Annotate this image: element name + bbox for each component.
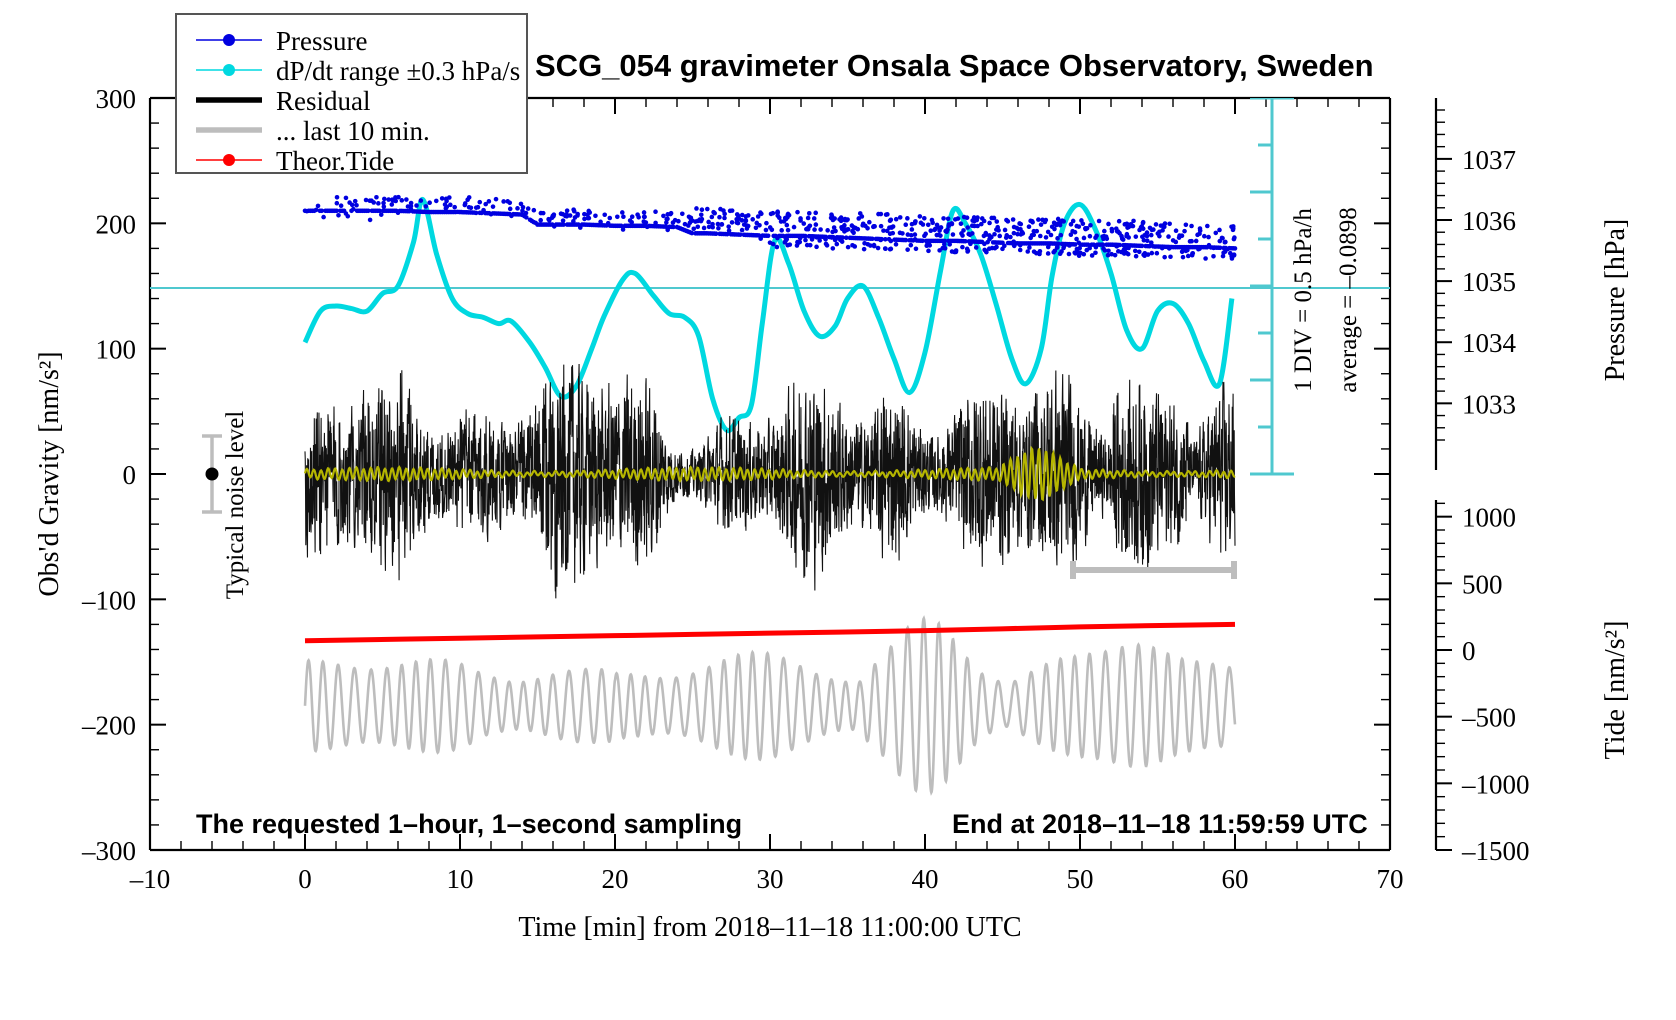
y-axis-left-tick-label: 100: [96, 335, 137, 365]
x-axis-ticks: [149, 98, 1391, 850]
x-axis-labels: –10 0 10 20 30 40 50 60 70: [129, 864, 1404, 894]
y-axis-tide-labels: 1000 500 0 –500 –1000 –1500: [1461, 503, 1530, 866]
page-title: SCG_054 gravimeter Onsala Space Observat…: [535, 48, 1374, 83]
legend-item-label: Pressure: [276, 26, 367, 56]
legend-item-label: dP/dt range ±0.3 hPa/s: [276, 56, 520, 86]
y-axis-left-title: Obs'd Gravity [nm/s²]: [34, 351, 65, 596]
legend-item-label: Residual: [276, 86, 371, 116]
series-residual: [304, 364, 1236, 599]
y-axis-tide-tick-label: 500: [1462, 569, 1503, 599]
y-axis-pressure-tick-label: 1035: [1462, 267, 1516, 297]
x-axis-tick-label: 10: [447, 864, 474, 894]
legend-item[interactable]: ... last 10 min.: [196, 116, 430, 146]
y-axis-pressure-tick-label: 1037: [1462, 145, 1516, 175]
y-axis-left-tick-label: 0: [123, 460, 137, 490]
y-axis-tide-ticks: [1434, 500, 1452, 851]
x-axis-tick-label: 60: [1222, 864, 1249, 894]
y-axis-pressure-tick-label: 1033: [1462, 389, 1516, 419]
x-axis-tick-label: 70: [1377, 864, 1404, 894]
legend-item[interactable]: Pressure: [196, 26, 367, 56]
y-axis-left-labels: 300 200 100 0 –100 –200 –300: [81, 84, 136, 866]
y-axis-left-tick-label: –100: [81, 585, 136, 615]
average-label: average = –0.0898: [1335, 207, 1362, 393]
x-axis-tick-label: 30: [757, 864, 784, 894]
legend-item-label: ... last 10 min.: [276, 116, 430, 146]
y-axis-pressure-ticks: [1434, 98, 1452, 470]
dpdt-scale-bar: [1250, 98, 1294, 476]
caption-right: End at 2018–11–18 11:59:59 UTC: [952, 809, 1368, 839]
y-axis-tide-tick-label: –1500: [1461, 836, 1530, 866]
x-axis-title: Time [min] from 2018–11–18 11:00:00 UTC: [518, 912, 1021, 943]
x-axis-tick-label: 0: [298, 864, 312, 894]
series-theoretical-tide: [304, 621, 1236, 644]
y-axis-pressure-tick-label: 1036: [1462, 206, 1516, 236]
x-axis-tick-label: –10: [129, 864, 171, 894]
y-axis-tide-tick-label: 1000: [1462, 503, 1516, 533]
series-last-10-min: [303, 615, 1237, 796]
x-axis-tick-label: 40: [912, 864, 939, 894]
x-axis-tick-label: 50: [1067, 864, 1094, 894]
y-axis-left-ticks: [150, 97, 1390, 851]
typical-noise-level-label: Typical noise level: [222, 411, 249, 600]
typical-noise-level-marker: [202, 434, 222, 514]
y-axis-tide-title: Tide [nm/s²]: [1600, 621, 1631, 760]
y-axis-left-tick-label: –300: [81, 836, 136, 866]
y-axis-left-tick-label: 200: [96, 209, 137, 239]
legend-item[interactable]: Theor.Tide: [196, 146, 394, 176]
y-axis-tide-tick-label: 0: [1462, 636, 1476, 666]
last-10-min-span-bar: [1070, 561, 1237, 579]
series-dpdt: [302, 197, 1235, 434]
y-axis-pressure-tick-label: 1034: [1462, 328, 1517, 358]
legend-item[interactable]: Residual: [196, 86, 371, 116]
legend-item-label: Theor.Tide: [276, 146, 394, 176]
y-axis-left-tick-label: 300: [96, 84, 137, 114]
legend-item[interactable]: dP/dt range ±0.3 hPa/s: [196, 56, 520, 86]
div-scale-label: 1 DIV = 0.5 hPa/h: [1290, 208, 1317, 392]
y-axis-pressure-title: Pressure [hPa]: [1600, 219, 1631, 382]
y-axis-pressure-labels: 1037 1036 1035 1034 1033: [1462, 145, 1517, 419]
y-axis-tide-tick-label: –1000: [1461, 769, 1530, 799]
caption-left: The requested 1–hour, 1–second sampling: [196, 809, 742, 839]
x-axis-tick-label: 20: [602, 864, 629, 894]
series-filtered-residual: [303, 445, 1236, 502]
y-axis-left-tick-label: –200: [81, 711, 136, 741]
series-pressure: [302, 194, 1238, 261]
y-axis-tide-tick-label: –500: [1461, 703, 1516, 733]
